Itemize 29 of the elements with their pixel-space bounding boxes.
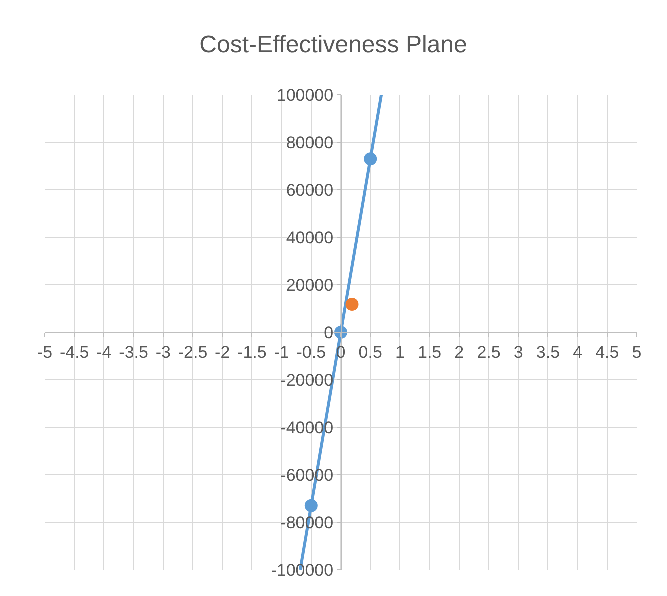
x-tick-label: 4 [573,342,583,362]
x-tick-label: -3.5 [119,342,148,362]
x-tick-label: 4.5 [596,342,620,362]
x-tick-label: 3 [514,342,524,362]
y-tick-label: 20000 [286,276,334,295]
x-tick-label: 0.5 [358,342,382,362]
y-tick-label: 40000 [286,228,334,248]
y-tick-label: 0 [324,323,334,342]
y-tick-label: 60000 [286,180,334,200]
x-tick-label: 1 [395,342,405,362]
x-tick-label: 3.5 [536,342,560,362]
x-tick-label: -5 [37,342,53,362]
y-tick-label: -100000 [271,560,334,580]
x-tick-label: 5 [632,342,642,362]
x-tick-label: -2.5 [178,342,208,362]
x-tick-label: 1.5 [418,342,442,362]
x-tick-label: -1.5 [238,342,267,362]
y-tick-label: 100000 [276,86,334,105]
x-tick-label: 2 [454,342,464,362]
y-tick-label: 80000 [286,133,334,152]
point [346,298,359,311]
x-tick-label: 2.5 [477,342,501,362]
chart-title: Cost-Effectiveness Plane [200,32,468,59]
x-tick-label: -3 [156,342,171,362]
x-tick-label: -0.5 [296,342,326,362]
x-tick-label: -1 [274,342,290,362]
x-tick-label: -4.5 [60,342,90,362]
x-tick-label: -4 [96,342,112,362]
x-tick-label: -2 [215,342,230,362]
